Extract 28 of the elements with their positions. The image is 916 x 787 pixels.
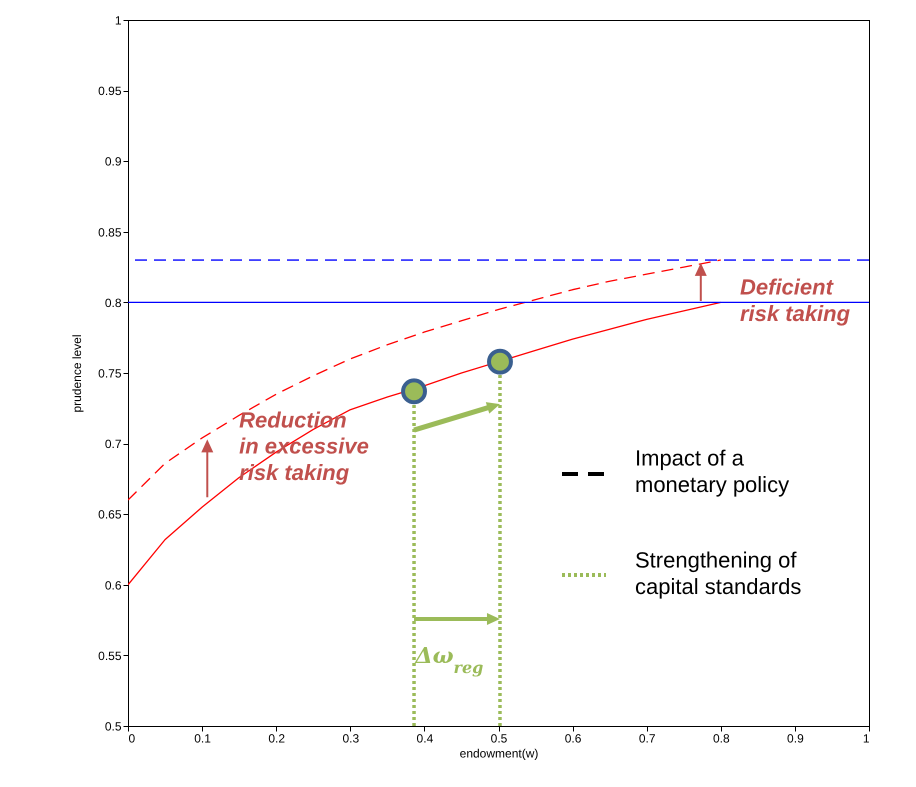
x-tick-label: 0.6 [564,732,582,746]
x-tick-label: 0.2 [268,732,286,746]
y-tick-label: 0.5 [104,720,122,734]
y-tick-label: 0.85 [98,225,122,240]
x-tick-label: 0.7 [638,732,656,746]
x-tick-label: 0.5 [490,732,508,746]
x-tick-label: 0.9 [787,732,804,746]
x-tick-label: 0.8 [712,732,730,746]
annotation: Deficient risk taking [740,274,851,326]
y-tick-label: 0.7 [104,437,122,452]
y-tick-label: 0.95 [98,84,122,98]
y-tick-label: 0.55 [98,648,122,663]
x-tick-label: 0.1 [194,732,212,746]
x-tick-label: 0.3 [342,732,360,746]
y-tick-label: 0.65 [98,508,122,522]
y-axis-title: prudence level [70,334,84,413]
y-tick-label: 0.75 [98,366,122,380]
y-tick-label: 0.8 [104,296,122,310]
annotation: Δω$_{reg}$ [414,643,484,677]
annotation: Impact of a monetary policy [635,446,790,497]
x-axis-title: endowment(w) [460,746,538,760]
y-tick-label: 0.6 [104,578,122,592]
x-tick-label: 1 [862,732,870,746]
x-tick-label: 0.4 [416,732,434,746]
legend-label: Strengthening of capital standards [635,548,802,599]
x-tick-label: 0 [128,732,136,746]
y-tick-label: 1 [114,14,122,28]
y-tick-label: 0.9 [104,154,122,169]
